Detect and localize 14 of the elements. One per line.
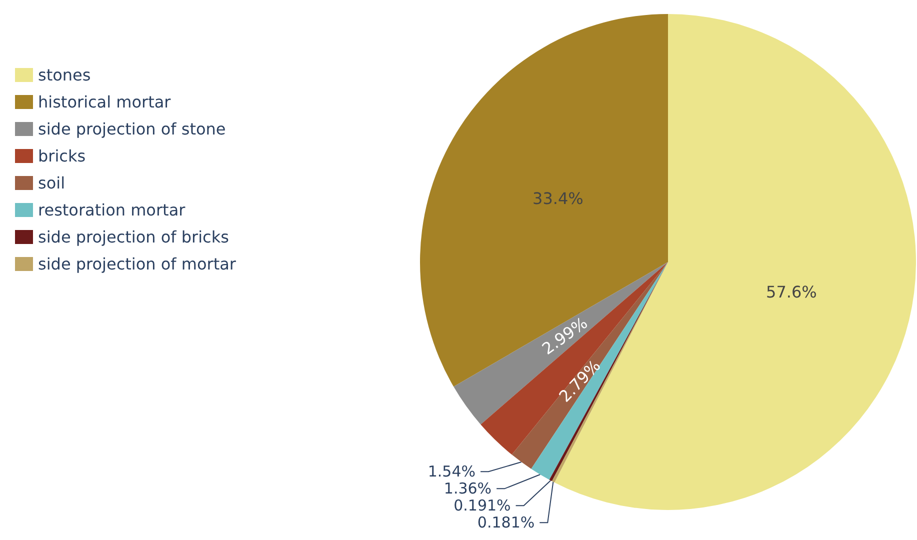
data-label: 0.181%	[477, 514, 535, 532]
legend-label: restoration mortar	[38, 200, 186, 220]
legend-label: soil	[38, 174, 66, 192]
legend-label: side projection of bricks	[38, 228, 229, 246]
legend-label: bricks	[38, 146, 86, 166]
data-label: 33.4%	[532, 189, 584, 208]
data-label: 1.36%	[444, 480, 492, 498]
data-label: 57.6%	[766, 282, 817, 302]
data-label: 1.54%	[428, 462, 476, 481]
legend-label: side projection of mortar	[38, 254, 236, 274]
legend-label: side projection of stone	[38, 120, 226, 138]
legend-label: stones	[38, 66, 91, 84]
legend-label: historical mortar	[38, 92, 172, 112]
data-label: 0.191%	[454, 496, 511, 515]
